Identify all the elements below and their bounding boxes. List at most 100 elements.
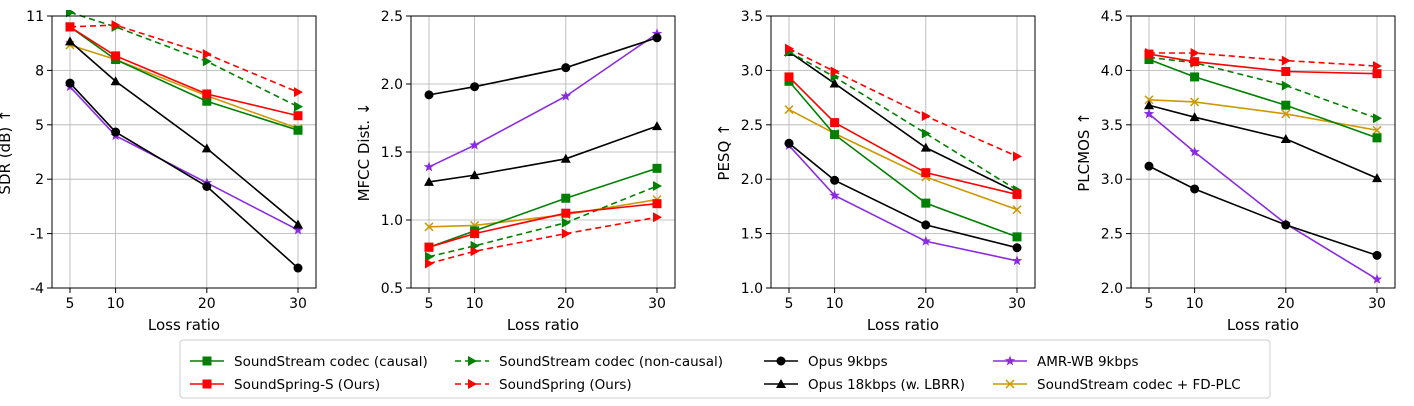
data-point-opus18-10 — [110, 76, 121, 86]
data-point-ss_fdplc-20 — [1281, 109, 1291, 119]
data-point-ss_causal-20 — [921, 198, 931, 208]
series-line-soundspring — [69, 24, 299, 93]
data-point-opus18-10 — [469, 170, 480, 180]
series-line-soundspring — [788, 47, 1018, 158]
y-axis-label: PLCMOS ↑ — [1075, 112, 1093, 191]
series-line-ss_fdplc — [69, 44, 299, 130]
series-line-ss_causal — [69, 26, 299, 132]
legend-marker-soundspring_s — [202, 379, 212, 389]
series-line-soundspring — [1149, 52, 1378, 67]
data-point-soundspring_s-10 — [830, 118, 840, 128]
y-tick-label: 4.5 — [1101, 9, 1123, 25]
data-point-ss_causal-30 — [652, 163, 662, 173]
series-amrwb — [64, 81, 304, 235]
data-point-opus9-10 — [830, 175, 840, 185]
series-line-opus18 — [69, 40, 299, 226]
series-ss_fdplc — [424, 195, 662, 232]
plot-frame — [770, 15, 1036, 289]
series-ss_fdplc — [65, 40, 303, 133]
x-axis-label: Loss ratio — [148, 316, 220, 334]
data-point-amrwb-30 — [651, 28, 663, 39]
legend-label-soundspring: SoundSpring (Ours) — [499, 377, 632, 393]
legend-entry-opus18: Opus 18kbps (w. LBRR) — [764, 377, 965, 393]
legend-label-opus18: Opus 18kbps (w. LBRR) — [808, 377, 965, 393]
y-tick-label: 3.0 — [1101, 172, 1123, 188]
data-point-opus18-10 — [1189, 112, 1200, 122]
series-ss_noncausal — [1145, 52, 1382, 124]
legend-label-ss_noncausal: SoundStream codec (non-causal) — [499, 354, 723, 370]
data-point-opus18-30 — [293, 219, 303, 229]
y-tick-label: 8 — [35, 63, 44, 79]
data-point-ss_fdplc-30 — [1372, 125, 1382, 135]
data-point-ss_fdplc-5 — [1144, 95, 1154, 105]
data-point-ss_causal-20 — [561, 193, 571, 203]
data-point-soundspring-10 — [111, 20, 121, 31]
data-point-soundspring-20 — [921, 111, 931, 122]
legend-label-amrwb: AMR-WB 9kbps — [1037, 354, 1139, 370]
x-tick-label: 30 — [1008, 296, 1026, 312]
data-point-ss_fdplc-5 — [784, 105, 794, 115]
data-point-soundspring_s-5 — [424, 242, 434, 252]
y-tick-label: 2.5 — [741, 118, 763, 134]
data-point-ss_causal-10 — [1190, 72, 1200, 82]
y-tick-label: 2.0 — [741, 172, 763, 188]
data-point-soundspring-5 — [1145, 47, 1154, 58]
data-point-ss_causal-30 — [1012, 232, 1022, 242]
data-point-soundspring-5 — [425, 258, 434, 269]
data-point-opus18-30 — [1372, 173, 1382, 183]
data-point-ss_noncausal-30 — [1373, 113, 1382, 124]
series-line-opus9 — [69, 82, 299, 269]
series-soundspring_s — [1144, 49, 1382, 79]
series-soundspring — [785, 43, 1022, 162]
data-point-ss_causal-30 — [1372, 133, 1382, 143]
series-line-amrwb — [1148, 113, 1378, 280]
data-point-amrwb-5 — [423, 161, 435, 172]
data-point-soundspring-10 — [470, 246, 480, 257]
series-soundspring — [66, 20, 303, 98]
data-point-ss_fdplc-30 — [1012, 205, 1022, 215]
data-point-amrwb-30 — [1011, 255, 1023, 266]
data-point-soundspring-30 — [1013, 151, 1022, 162]
y-tick-label: 3.0 — [741, 63, 763, 79]
legend-entry-opus9: Opus 9kbps — [764, 354, 888, 370]
data-point-soundspring_s-10 — [470, 229, 480, 239]
data-point-soundspring-10 — [830, 66, 840, 77]
x-tick-label: 10 — [107, 296, 125, 312]
data-point-opus9-5 — [784, 138, 794, 148]
legend-marker-ss_causal — [202, 356, 212, 366]
legend-marker-opus18 — [776, 379, 786, 388]
y-tick-label: 3.5 — [741, 9, 763, 25]
legend-marker-opus9 — [776, 356, 786, 366]
data-point-ss_causal-20 — [202, 96, 212, 106]
data-point-soundspring_s-20 — [921, 168, 931, 178]
series-soundspring_s — [424, 199, 662, 252]
series-soundspring — [1145, 47, 1382, 72]
x-tick-label: 30 — [648, 296, 666, 312]
data-point-opus18-10 — [829, 78, 840, 88]
series-opus9 — [784, 138, 1022, 253]
data-point-ss_noncausal-20 — [202, 56, 212, 67]
data-point-opus9-5 — [1144, 161, 1154, 171]
legend-label-opus9: Opus 9kbps — [808, 354, 888, 370]
data-point-amrwb-10 — [1189, 146, 1200, 157]
data-point-opus9-30 — [1012, 243, 1022, 253]
legend-marker-ss_fdplc — [1005, 379, 1015, 389]
x-tick-label: 10 — [1186, 296, 1204, 312]
chart-panel-1: -4 -1 2 5 8 11 5 10 20 30 Loss ratio SDR (dB) ↑ — [0, 9, 317, 334]
series-amrwb — [423, 28, 663, 172]
series-line-ss_causal — [1148, 58, 1378, 139]
x-tick-label: 5 — [66, 296, 75, 312]
series-opus18 — [424, 121, 662, 186]
series-opus9 — [65, 78, 303, 273]
series-ss_causal — [784, 76, 1022, 242]
data-point-opus9-10 — [111, 127, 121, 137]
chart-panel-4: 2.0 2.5 3.0 3.5 4.0 4.5 5 10 20 30 Loss ratio PLCMO… — [1075, 9, 1396, 334]
legend-label-ss_fdplc: SoundStream codec + FD-PLC — [1037, 377, 1241, 393]
data-point-opus9-20 — [202, 181, 212, 191]
legend-marker-amrwb — [1004, 355, 1016, 366]
data-point-opus9-5 — [424, 90, 434, 100]
y-tick-label: -4 — [30, 281, 44, 297]
data-point-soundspring_s-30 — [652, 199, 662, 209]
data-point-soundspring_s-10 — [111, 51, 121, 61]
